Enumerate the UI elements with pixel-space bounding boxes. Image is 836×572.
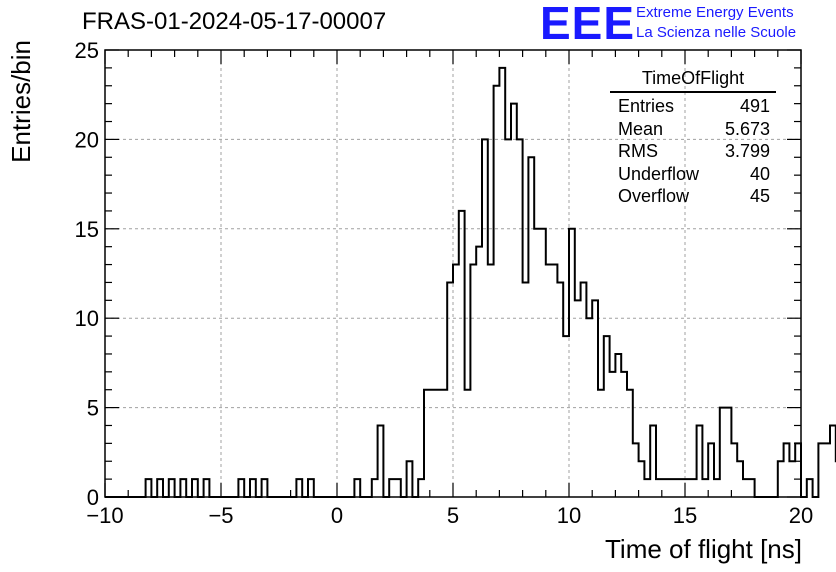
y-tick-label: 15 <box>75 217 99 242</box>
axis-tick-labels: −10 −5 0 5 10 15 20 0 5 10 15 20 25 <box>75 38 814 528</box>
stats-value: 45 <box>749 186 770 206</box>
y-tick-label: 10 <box>75 306 99 331</box>
x-tick-label: 5 <box>447 503 459 528</box>
stats-row-mean: Mean 5.673 <box>610 118 776 141</box>
stats-label: Underflow <box>618 163 700 184</box>
y-axis-label: Entries/bin <box>6 40 36 163</box>
grid-lines <box>105 50 801 497</box>
x-tick-label: 10 <box>557 503 581 528</box>
eee-logo: EEE <box>540 0 636 49</box>
stats-row-entries: Entries 491 <box>610 95 776 118</box>
stats-label: RMS <box>618 141 658 161</box>
stats-value: 40 <box>749 163 770 184</box>
axis-ticks <box>104 49 802 498</box>
y-tick-label: 25 <box>75 38 99 63</box>
x-tick-label: −5 <box>208 503 233 528</box>
eee-logo-line-1: Extreme Energy Events <box>636 4 794 21</box>
stats-row-rms: RMS 3.799 <box>610 140 776 163</box>
x-axis-label: Time of flight [ns] <box>605 534 802 564</box>
y-tick-label: 0 <box>87 485 99 510</box>
stats-label: Mean <box>618 118 664 139</box>
stats-row-overflow: Overflow 45 <box>610 185 776 208</box>
stats-label: Entries <box>618 96 675 116</box>
x-tick-label: 0 <box>331 503 343 528</box>
stats-value: 491 <box>739 96 770 116</box>
x-tick-label: 20 <box>789 503 813 528</box>
eee-logo-line-2: La Scienza nelle Scuole <box>636 24 797 41</box>
stats-box: TimeOfFlight Entries 491 Mean 5.673 RMS … <box>610 68 776 208</box>
stats-value: 5.673 <box>724 118 770 139</box>
x-tick-label: 15 <box>673 503 697 528</box>
x-tick-label: −10 <box>86 503 123 528</box>
y-tick-label: 20 <box>75 127 99 152</box>
run-title: FRAS-01-2024-05-17-00007 <box>82 8 387 35</box>
stats-title: TimeOfFlight <box>610 68 776 93</box>
y-tick-label: 5 <box>87 396 99 421</box>
stats-label: Overflow <box>618 186 690 206</box>
stats-value: 3.799 <box>724 141 770 161</box>
stats-row-underflow: Underflow 40 <box>610 163 776 186</box>
